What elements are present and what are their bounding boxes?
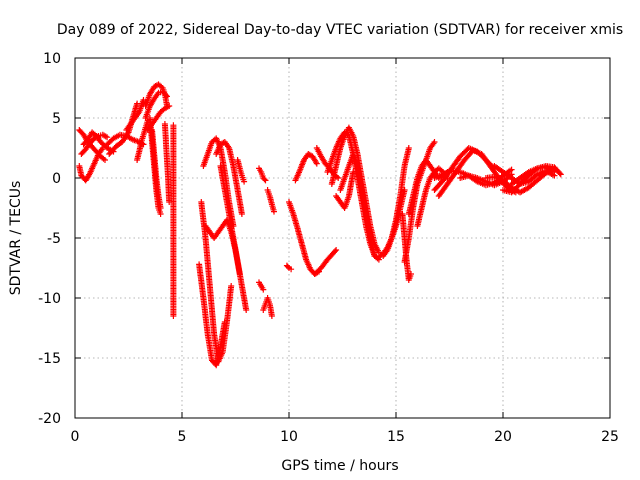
x-tick-label: 15 <box>387 429 405 445</box>
marker-trace <box>170 122 177 319</box>
marker-trace <box>283 262 295 273</box>
series-arc-35 <box>333 169 357 211</box>
marker-trace <box>380 145 412 259</box>
marker-trace <box>142 88 170 121</box>
series-arc-29 <box>311 247 340 277</box>
series-arc-27 <box>283 262 295 273</box>
series-arc-04 <box>78 131 111 157</box>
y-tick-label: -20 <box>38 411 61 427</box>
marker-trace <box>337 151 378 259</box>
marker-trace <box>328 124 382 256</box>
marker-trace <box>161 121 173 205</box>
series-arc-33 <box>328 124 382 256</box>
marker-trace <box>264 187 277 215</box>
series-arc-20 <box>213 139 245 217</box>
marker-trace <box>234 157 248 185</box>
series-arc-23 <box>256 165 269 184</box>
x-tick-label: 10 <box>280 429 298 445</box>
data-points <box>76 81 564 369</box>
series-arc-22 <box>234 157 248 185</box>
y-tick-label: 10 <box>43 51 61 67</box>
plot-frame <box>74 57 611 419</box>
marker-trace <box>286 199 322 277</box>
y-tick-label: -10 <box>38 291 61 307</box>
chart-title: Day 089 of 2022, Sidereal Day-to-day VTE… <box>57 22 623 38</box>
series-arc-49 <box>491 163 558 187</box>
marker-trace <box>149 127 164 211</box>
series-arc-30 <box>292 151 320 184</box>
series-arc-15 <box>170 122 177 319</box>
y-tick-labels: -20 -15 -10 -5 0 5 10 <box>38 51 61 427</box>
series-arc-28 <box>286 199 322 277</box>
series-arc-34 <box>337 151 378 259</box>
series-arc-24 <box>260 295 275 319</box>
marker-trace <box>198 199 235 365</box>
series-arc-10 <box>142 88 170 121</box>
marker-trace <box>256 165 269 184</box>
series-arc-37 <box>380 145 412 259</box>
series-arc-25 <box>256 279 267 293</box>
marker-trace <box>311 247 340 277</box>
y-tick-label: 5 <box>52 111 61 127</box>
x-tick-label: 25 <box>601 429 619 445</box>
marker-trace <box>78 131 111 157</box>
marker-trace <box>292 151 320 184</box>
series-arc-26 <box>264 187 277 215</box>
x-tick-label: 20 <box>494 429 512 445</box>
y-axis-label: SDTVAR / TECUs <box>8 181 24 296</box>
x-axis-label: GPS time / hours <box>281 458 398 474</box>
series-arc-17 <box>198 199 235 365</box>
marker-trace <box>260 295 275 319</box>
x-tick-label: 0 <box>71 429 80 445</box>
y-tick-label: -15 <box>38 351 61 367</box>
series-arc-07 <box>123 97 147 133</box>
marker-trace <box>217 163 250 313</box>
y-tick-label: 0 <box>52 171 61 187</box>
y-tick-label: -5 <box>47 231 61 247</box>
x-tick-labels: 0 5 10 15 20 25 <box>71 429 619 445</box>
marker-trace <box>256 279 267 293</box>
marker-trace <box>213 139 245 217</box>
marker-trace <box>333 169 357 211</box>
marker-trace <box>123 97 147 133</box>
series-arc-14 <box>161 121 173 205</box>
x-tick-label: 5 <box>178 429 187 445</box>
marker-trace <box>491 163 558 187</box>
series-arc-21 <box>217 163 250 313</box>
series-arc-13 <box>149 127 164 211</box>
